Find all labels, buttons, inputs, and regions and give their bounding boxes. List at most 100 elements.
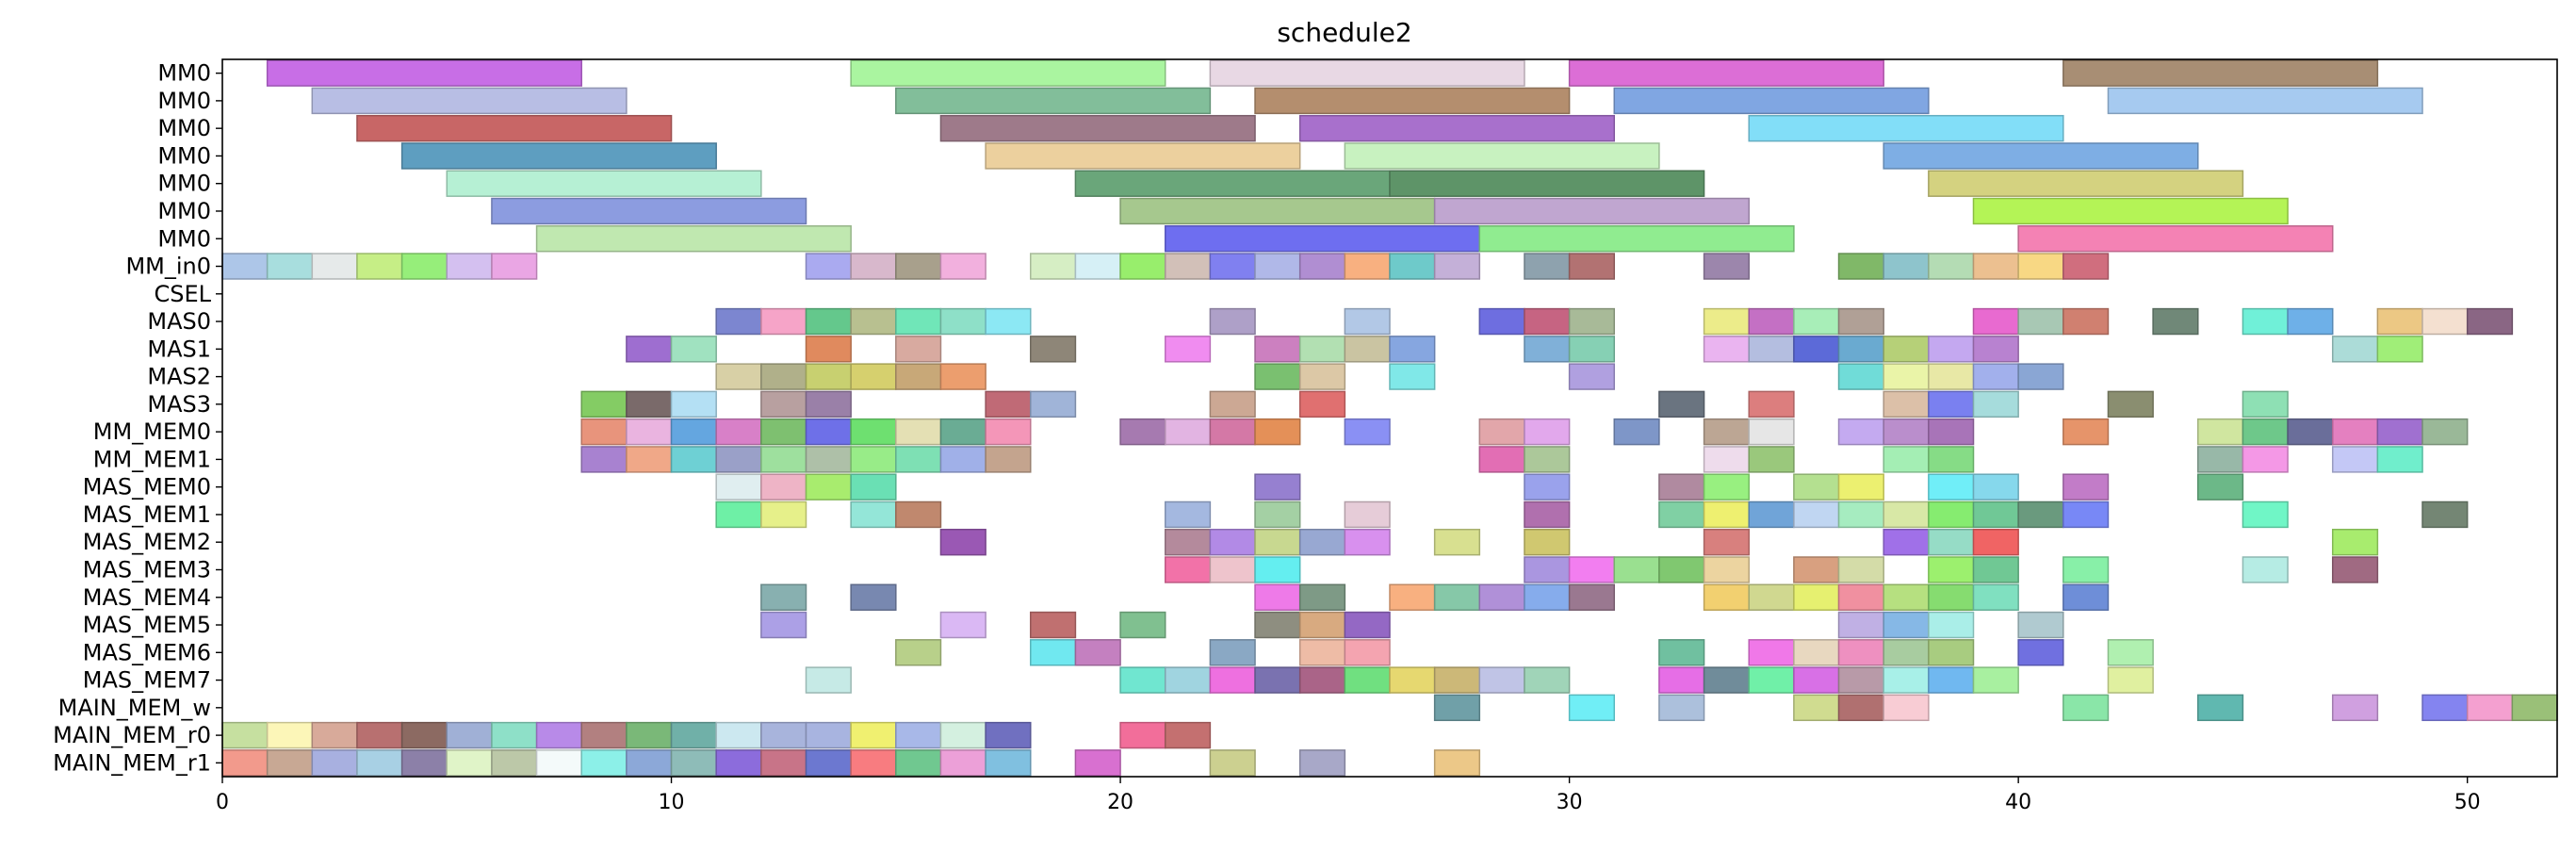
task-bar: [1883, 363, 1930, 390]
task-bar: [1164, 721, 1212, 749]
task-bar: [895, 307, 942, 336]
task-bar: [1972, 583, 2019, 611]
task-bar: [1389, 583, 1436, 611]
task-bar: [2107, 390, 2154, 418]
y-tick-label: MM_MEM1: [93, 446, 211, 472]
task-bar: [1209, 666, 1256, 694]
task-bar: [1972, 197, 2289, 225]
task-bar: [850, 721, 897, 749]
task-bar: [1928, 473, 1975, 500]
task-bar: [1748, 418, 1795, 446]
task-bar: [2107, 666, 2154, 694]
task-bar: [356, 749, 403, 777]
task-bar: [760, 473, 807, 500]
task-bar: [805, 307, 852, 336]
task-bar: [805, 253, 852, 280]
x-tick-label: 0: [216, 791, 229, 814]
task-bar: [1164, 528, 1212, 556]
task-bar: [1119, 721, 1166, 749]
task-bar: [1344, 142, 1660, 170]
task-bar: [1298, 114, 1616, 142]
task-bar: [400, 142, 717, 170]
task-bar: [1478, 307, 1525, 336]
task-bar: [491, 749, 538, 777]
task-bar: [670, 336, 717, 363]
task-bar: [760, 583, 807, 611]
task-bar: [1209, 418, 1256, 446]
task-bar: [939, 446, 986, 473]
task-bar: [1883, 639, 1930, 666]
task-bar: [1658, 390, 1705, 418]
task-bar: [895, 639, 942, 666]
task-bar: [1433, 528, 1481, 556]
task-bar: [850, 749, 897, 777]
y-tick-label: MAS_MEM0: [83, 474, 211, 500]
task-bar: [805, 418, 852, 446]
task-bar: [1433, 666, 1481, 694]
task-bar: [356, 114, 673, 142]
task-bar: [1972, 528, 2019, 556]
task-bar: [1298, 639, 1346, 666]
chart-title: schedule2: [1277, 17, 1411, 48]
task-bar: [1524, 528, 1571, 556]
task-bar: [1389, 363, 1436, 390]
task-bar: [1928, 583, 1975, 611]
y-tick-label: MAS1: [147, 336, 211, 362]
task-bar: [1837, 611, 1884, 639]
task-bar: [1883, 583, 1930, 611]
task-bar: [895, 253, 942, 280]
task-bar: [760, 390, 807, 418]
y-tick-label: MM_in0: [125, 254, 211, 280]
task-bar: [1793, 639, 1840, 666]
task-bar: [2466, 694, 2514, 722]
task-bar: [2242, 307, 2289, 336]
task-bar: [1793, 307, 1840, 336]
task-bar: [760, 611, 807, 639]
task-bar: [939, 528, 986, 556]
task-bar: [1074, 749, 1121, 777]
task-bar: [850, 418, 897, 446]
task-bar: [2287, 307, 2334, 336]
task-bar: [626, 749, 673, 777]
task-bar: [446, 253, 493, 280]
task-bar: [1119, 197, 1436, 225]
task-bar: [1837, 556, 1884, 583]
task-bar: [1568, 336, 1616, 363]
task-bar: [1433, 583, 1481, 611]
task-bar: [1928, 611, 1975, 639]
task-bar: [400, 721, 448, 749]
task-bar: [1254, 666, 1301, 694]
task-bar: [850, 307, 897, 336]
task-bar: [2197, 418, 2244, 446]
task-bar: [1344, 253, 1391, 280]
task-bar: [715, 749, 762, 777]
task-bar: [1793, 556, 1840, 583]
y-tick-label: MAS_MEM3: [83, 556, 211, 582]
task-bar: [2062, 500, 2110, 529]
task-bar: [2107, 87, 2423, 115]
task-bar: [1748, 583, 1795, 611]
task-bar: [2242, 500, 2289, 529]
task-bar: [1254, 363, 1301, 390]
task-bar: [1524, 666, 1571, 694]
task-bar: [1928, 500, 1975, 529]
task-bar: [2511, 694, 2558, 722]
task-bar: [1928, 666, 1975, 694]
x-tick-label: 40: [2005, 791, 2031, 814]
task-bar: [1254, 500, 1301, 529]
task-bar: [1524, 307, 1571, 336]
task-bar: [1298, 583, 1346, 611]
task-bar: [1209, 253, 1256, 280]
task-bar: [2242, 556, 2289, 583]
task-bar: [1793, 666, 1840, 694]
task-bar: [1164, 253, 1212, 280]
task-bar: [939, 721, 986, 749]
y-axis: MM0MM0MM0MM0MM0MM0MM0MM_in0CSELMAS0MAS1M…: [53, 60, 222, 776]
task-bar: [1298, 363, 1346, 390]
task-bar: [1433, 694, 1481, 722]
task-bar: [670, 418, 717, 446]
x-axis: 0 10 20 30 40 50: [216, 777, 2481, 814]
task-bar: [985, 721, 1032, 749]
plot-frame: [221, 58, 2558, 778]
